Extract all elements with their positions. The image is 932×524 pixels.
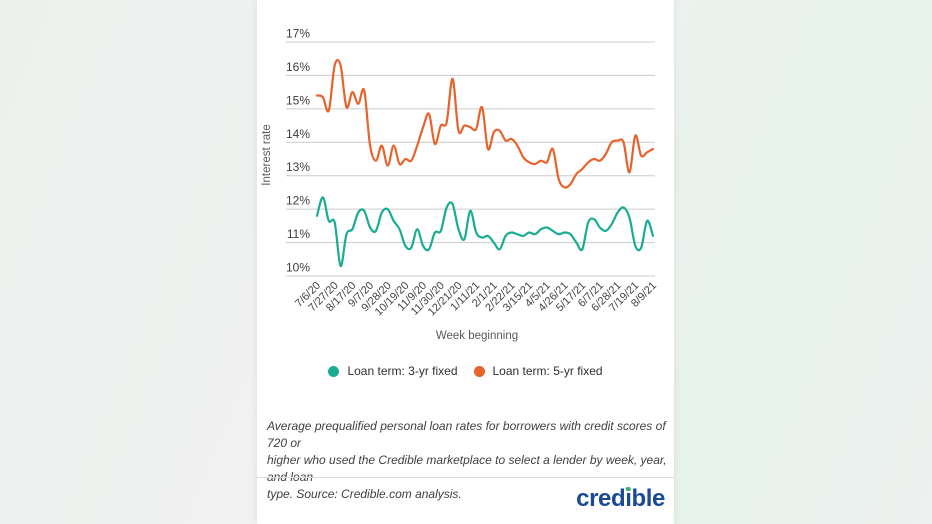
legend-item-3yr: Loan term: 3-yr fixed <box>328 364 458 378</box>
logo-text-pre: cred <box>576 485 626 512</box>
logo-i-dot-icon <box>626 486 631 491</box>
legend-item-5yr: Loan term: 5-yr fixed <box>473 364 603 378</box>
x-axis-title: Week beginning <box>436 330 518 342</box>
rates-line-chart: 17%16%15%14%13%12%11%10%7/6/207/27/208/1… <box>261 27 659 343</box>
logo-i-stem: ı <box>625 485 632 512</box>
y-tick-label: 17% <box>286 27 310 41</box>
y-tick-label: 13% <box>286 160 310 174</box>
legend-label-5yr: Loan term: 5-yr fixed <box>492 364 603 378</box>
legend-label-3yr: Loan term: 3-yr fixed <box>347 364 458 378</box>
y-tick-label: 16% <box>286 60 310 74</box>
chart-card: 17% 16% 15% 14% 13% 12% 11% 10% 7/6/20 7/27/20 8/1… <box>257 0 674 524</box>
chart-legend: Loan term: 3-yr fixed Loan term: 5-yr fi… <box>257 364 674 378</box>
y-axis-title: Interest rate <box>261 124 273 185</box>
series-line-3yr <box>315 196 655 268</box>
y-tick-label: 11% <box>287 227 310 241</box>
legend-dot-5yr-icon <box>473 365 485 377</box>
credible-logo: credı ble <box>576 485 665 513</box>
logo-letter-i: ı <box>625 485 632 513</box>
y-tick-label: 14% <box>286 127 310 141</box>
chart-source-caption: Average prequalified personal loan rates… <box>267 419 667 501</box>
y-tick-label: 12% <box>286 194 310 208</box>
series-line-5yr <box>315 58 655 189</box>
y-tick-label: 15% <box>286 93 310 107</box>
y-tick-label: 10% <box>286 261 310 275</box>
footer-divider <box>257 477 674 478</box>
legend-dot-3yr-icon <box>328 365 340 377</box>
logo-text-post: ble <box>631 485 666 512</box>
